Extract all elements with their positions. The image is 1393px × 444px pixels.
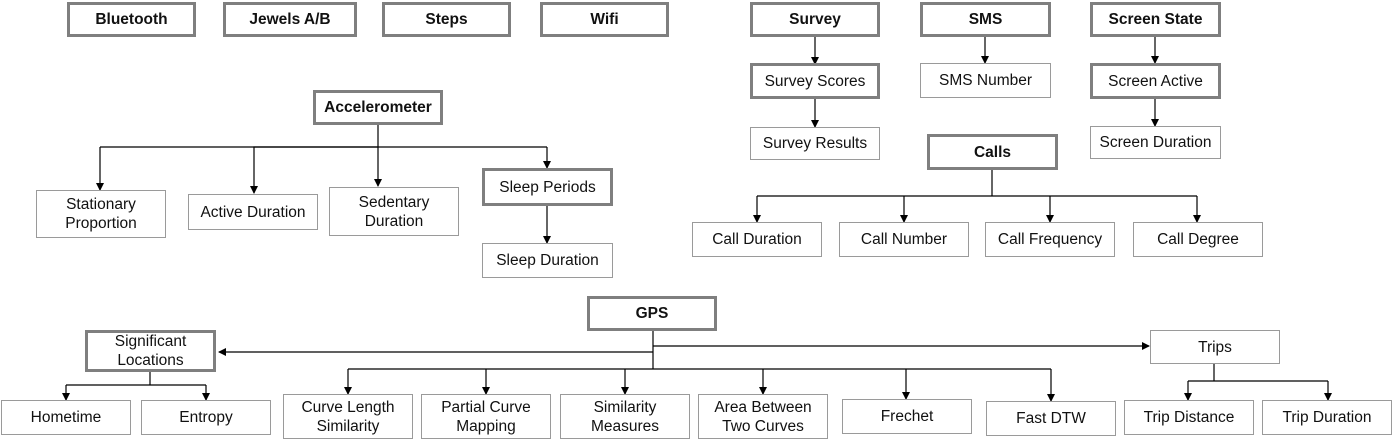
node-sedentary-duration: Sedentary Duration: [329, 187, 459, 236]
node-gps-label: GPS: [635, 305, 669, 322]
node-wifi: Wifi: [540, 2, 669, 37]
node-sleep-duration-label: Sleep Duration: [496, 252, 599, 269]
node-wifi-label: Wifi: [590, 11, 619, 28]
node-trip-distance-label: Trip Distance: [1143, 409, 1235, 426]
edge-accel-active-branch: [250, 146, 378, 194]
node-bluetooth: Bluetooth: [67, 2, 196, 37]
node-survey-label: Survey: [789, 11, 841, 28]
node-calls: Calls: [927, 134, 1058, 170]
node-sleep-periods: Sleep Periods: [482, 168, 613, 206]
node-significant-locations-line1: Significant: [114, 333, 187, 350]
node-screen-state-label: Screen State: [1108, 11, 1203, 28]
node-similarity-measures-line1: Similarity: [593, 398, 657, 416]
node-sms-number-label: SMS Number: [938, 72, 1033, 89]
node-curve-length-similarity-line2: Similarity: [316, 417, 380, 435]
node-call-duration: Call Duration: [692, 222, 822, 257]
node-active-duration-label: Active Duration: [200, 203, 306, 221]
node-stationary-proportion-line2: Proportion: [65, 215, 137, 232]
node-survey: Survey: [750, 2, 880, 37]
node-sms-number: SMS Number: [920, 63, 1051, 98]
node-screen-duration: Screen Duration: [1090, 126, 1221, 159]
node-stationary-proportion: Stationary Proportion: [36, 190, 166, 238]
node-frechet-label: Frechet: [880, 408, 934, 425]
node-trips-label: Trips: [1198, 338, 1232, 356]
node-screen-active-label: Screen Active: [1108, 72, 1203, 90]
node-sedentary-duration-line1: Sedentary: [358, 193, 430, 211]
node-screen-duration-label: Screen Duration: [1099, 134, 1212, 151]
node-area-between-two-curves-line2: Two Curves: [722, 417, 804, 435]
node-fast-dtw-label: Fast DTW: [1016, 410, 1086, 427]
node-hometime-label: Hometime: [30, 409, 102, 426]
node-call-number-label: Call Number: [860, 231, 948, 248]
node-curve-length-similarity: Curve Length Similarity: [283, 394, 413, 439]
node-bluetooth-label: Bluetooth: [95, 11, 168, 28]
node-trip-distance: Trip Distance: [1124, 400, 1254, 435]
node-partial-curve-mapping: Partial Curve Mapping: [421, 394, 551, 439]
node-trips: Trips: [1150, 330, 1280, 364]
node-similarity-measures-line2: Measures: [590, 417, 660, 435]
node-steps-label: Steps: [425, 11, 468, 28]
node-trip-duration-label: Trip Duration: [1282, 409, 1372, 426]
node-area-between-two-curves: Area Between Two Curves: [698, 394, 828, 439]
node-partial-curve-mapping-line2: Mapping: [456, 417, 516, 435]
node-screen-active: Screen Active: [1090, 63, 1221, 99]
node-sleep-duration: Sleep Duration: [482, 243, 613, 278]
node-sms: SMS: [920, 2, 1051, 37]
node-screen-state: Screen State: [1090, 2, 1221, 37]
node-survey-results-label: Survey Results: [762, 135, 868, 152]
node-stationary-proportion-line1: Stationary: [66, 196, 136, 213]
node-similarity-measures: Similarity Measures: [560, 394, 690, 439]
node-frechet: Frechet: [842, 399, 972, 434]
node-call-frequency-label: Call Frequency: [997, 231, 1103, 248]
node-accelerometer-label: Accelerometer: [324, 99, 432, 116]
node-significant-locations: Significant Locations: [85, 330, 216, 372]
node-sms-label: SMS: [968, 11, 1003, 28]
node-trip-duration: Trip Duration: [1262, 400, 1392, 435]
node-survey-scores: Survey Scores: [750, 63, 880, 99]
node-survey-results: Survey Results: [750, 127, 880, 160]
node-area-between-two-curves-line1: Area Between: [714, 398, 812, 416]
node-call-degree: Call Degree: [1133, 222, 1263, 257]
node-fast-dtw: Fast DTW: [986, 401, 1116, 436]
node-active-duration: Active Duration: [188, 194, 318, 230]
node-survey-scores-label: Survey Scores: [764, 72, 866, 90]
node-calls-label: Calls: [973, 143, 1012, 161]
node-significant-locations-line2: Locations: [117, 352, 184, 369]
node-accelerometer: Accelerometer: [313, 90, 443, 125]
node-curve-length-similarity-line1: Curve Length: [301, 398, 395, 416]
node-sleep-periods-label: Sleep Periods: [499, 178, 596, 196]
node-jewels-label: Jewels A/B: [249, 11, 331, 28]
node-partial-curve-mapping-line1: Partial Curve: [441, 398, 531, 416]
node-call-degree-label: Call Degree: [1157, 231, 1239, 248]
node-call-frequency: Call Frequency: [985, 222, 1115, 257]
node-hometime: Hometime: [1, 400, 131, 435]
node-call-duration-label: Call Duration: [712, 231, 802, 248]
node-call-number: Call Number: [839, 222, 969, 257]
node-entropy: Entropy: [141, 400, 271, 435]
node-gps: GPS: [587, 296, 717, 331]
node-jewels: Jewels A/B: [223, 2, 357, 37]
node-steps: Steps: [382, 2, 511, 37]
node-entropy-label: Entropy: [179, 409, 233, 426]
node-sedentary-duration-line2: Duration: [364, 212, 424, 230]
